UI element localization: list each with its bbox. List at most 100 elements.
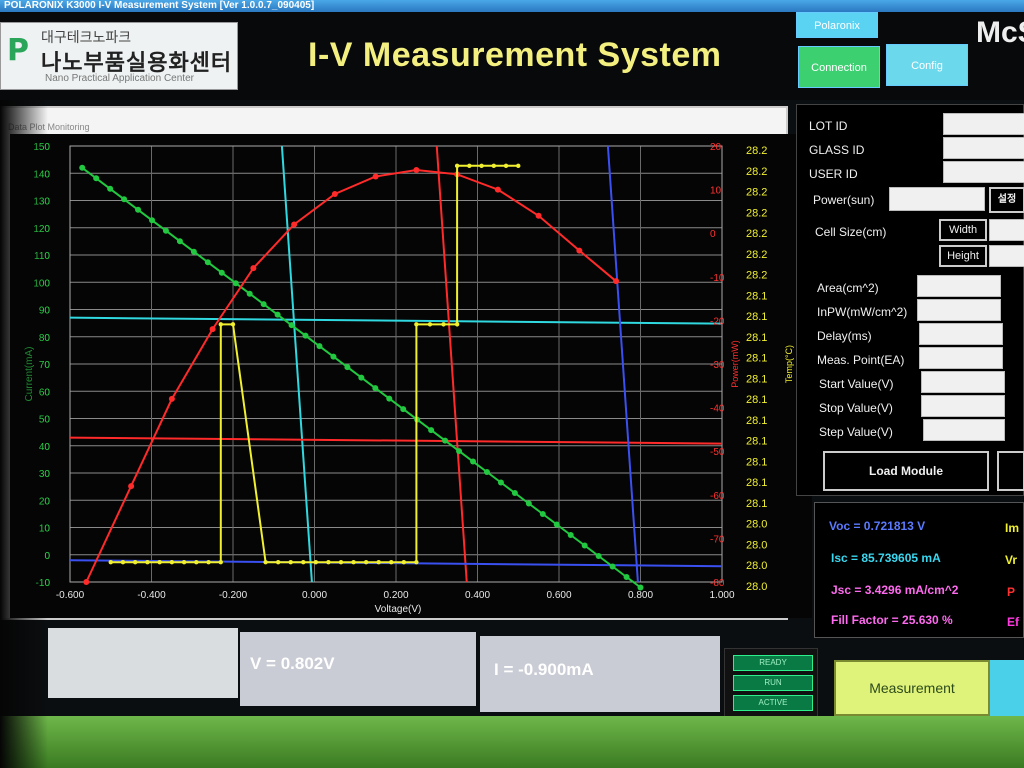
current-series-point <box>470 458 477 465</box>
temp-tick-label: 28.1 <box>746 477 767 489</box>
current-axis-label: Current(mA) <box>24 346 35 401</box>
cell-size-label: Cell Size(cm) <box>815 225 887 239</box>
step-value-label: Step Value(V) <box>819 425 893 439</box>
temp-series-point <box>313 559 319 565</box>
power-input[interactable] <box>889 187 985 211</box>
power-tick-label: -80 <box>710 578 725 589</box>
current-series-point <box>121 196 128 203</box>
height-label: Height <box>939 245 987 267</box>
temp-tick-label: 28.1 <box>746 373 767 385</box>
meas-point-label: Meas. Point(EA) <box>817 353 905 367</box>
width-input[interactable] <box>989 219 1024 241</box>
inpw-input[interactable] <box>917 299 1001 321</box>
current-series-point <box>623 573 630 580</box>
power-tick-label: -40 <box>710 404 725 415</box>
temp-series-point <box>338 559 344 565</box>
load-module-button[interactable]: Load Module <box>823 451 989 491</box>
stop-value-input[interactable] <box>921 395 1005 417</box>
logo: P 대구테크노파크 나노부품실용화센터 Nano Practical Appli… <box>0 22 238 90</box>
glass-id-label: GLASS ID <box>809 143 865 157</box>
power-set-button[interactable]: 설정 <box>989 187 1024 213</box>
temp-series-point <box>414 322 419 327</box>
temp-series-point <box>145 559 150 565</box>
status-active-badge: ACTIVE <box>733 695 813 711</box>
temp-series-point <box>275 559 281 565</box>
current-series-point <box>386 395 393 402</box>
temp-series-point <box>454 322 460 327</box>
measurement-button[interactable]: Measurement <box>834 660 990 716</box>
height-input[interactable] <box>989 245 1024 267</box>
current-series-point <box>93 175 100 182</box>
temp-series-point <box>169 559 175 565</box>
start-value-input[interactable] <box>921 371 1005 393</box>
user-id-input[interactable] <box>943 161 1024 183</box>
temp-tick-label: 28.1 <box>746 436 767 448</box>
temp-series-point <box>120 559 126 565</box>
power-series-point <box>291 221 298 228</box>
config-button[interactable]: Config <box>886 44 968 86</box>
temp-series-point <box>263 559 268 565</box>
current-tick-label: 50 <box>39 415 51 426</box>
temp-series-point <box>414 559 419 565</box>
temp-series-point <box>363 559 369 565</box>
temp-series-point <box>206 559 211 565</box>
current-series-point <box>372 385 379 392</box>
temp-series-point <box>108 559 113 565</box>
power-series-point <box>250 265 257 272</box>
current-series-point <box>79 164 86 171</box>
power-series-point <box>128 483 135 490</box>
temp-tick-label: 28.2 <box>746 270 767 282</box>
glass-id-input[interactable] <box>943 137 1024 159</box>
power-series-point <box>535 212 542 219</box>
current-series-point <box>190 248 197 255</box>
area-input[interactable] <box>917 275 1001 297</box>
info-box <box>48 628 238 698</box>
power-series-point <box>372 173 379 180</box>
meas-point-input[interactable] <box>919 347 1003 369</box>
inpw-label: InPW(mW/cm^2) <box>817 305 908 319</box>
lot-id-input[interactable] <box>943 113 1024 135</box>
power-tick-label: 10 <box>710 186 722 197</box>
temp-tick-label: 28.1 <box>746 332 767 344</box>
x-tick-label: -0.200 <box>219 590 248 601</box>
temp-series-point <box>503 163 509 169</box>
temp-axis-label: Temp(°C) <box>784 345 794 383</box>
step-value-input[interactable] <box>923 419 1005 441</box>
current-tick-label: 110 <box>34 251 50 262</box>
current-series-point <box>149 217 156 224</box>
x-tick-label: 0.800 <box>628 590 653 601</box>
current-readout: I = -0.900mA <box>480 636 720 712</box>
delay-label: Delay(ms) <box>817 329 872 343</box>
current-tick-label: 20 <box>39 496 51 507</box>
stop-value-label: Stop Value(V) <box>819 401 893 415</box>
temp-tick-label: 28.0 <box>746 560 767 572</box>
isc-value: Isc = 85.739605 mA <box>831 551 941 565</box>
logo-line2: 나노부품실용화센터 <box>41 50 233 75</box>
current-tick-label: 90 <box>39 306 51 317</box>
delay-input[interactable] <box>919 323 1003 345</box>
current-series-point <box>609 563 616 570</box>
connection-button[interactable]: Connection <box>798 46 880 88</box>
temp-series-point <box>454 163 460 169</box>
x-tick-label: 1.000 <box>709 590 734 601</box>
current-series-point <box>344 364 351 371</box>
temp-series-point <box>467 163 472 169</box>
status-run-badge: RUN <box>733 675 813 691</box>
current-series-point <box>553 521 560 528</box>
temp-tick-label: 28.1 <box>746 394 767 406</box>
polaronix-button[interactable]: Polaronix <box>796 12 878 38</box>
power-label: Power(sun) <box>813 193 875 207</box>
series <box>79 163 644 591</box>
current-series-point <box>483 469 490 476</box>
power-tick-label: -30 <box>710 360 725 371</box>
current-series-point <box>456 448 463 455</box>
current-tick-label: 10 <box>39 524 51 535</box>
extra-button[interactable] <box>997 451 1024 491</box>
pmax-value: P <box>1007 585 1016 599</box>
current-series-point <box>274 311 281 318</box>
stop-button[interactable] <box>990 660 1024 716</box>
current-tick-label: 70 <box>39 360 51 371</box>
temp-tick-label: 28.1 <box>746 498 767 510</box>
temp-series-point <box>326 559 331 565</box>
chart-tabs[interactable]: Data Plot Monitoring <box>8 122 90 132</box>
